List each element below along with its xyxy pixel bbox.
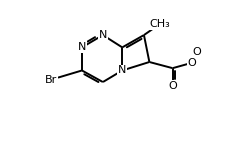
Text: O: O bbox=[188, 58, 196, 68]
Text: O: O bbox=[168, 81, 177, 91]
Text: N: N bbox=[78, 42, 86, 52]
Text: O: O bbox=[192, 47, 201, 57]
Text: CH₃: CH₃ bbox=[149, 19, 170, 29]
Text: Br: Br bbox=[45, 75, 57, 85]
Text: N: N bbox=[99, 30, 107, 40]
Text: N: N bbox=[118, 66, 126, 76]
